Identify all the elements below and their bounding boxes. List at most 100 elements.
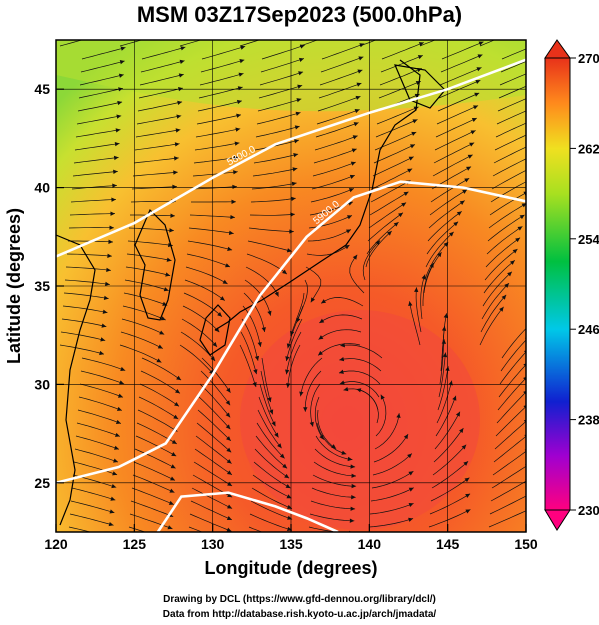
- x-tick-label: 120: [44, 536, 68, 552]
- streamline: [434, 130, 476, 151]
- x-tick-label: 150: [514, 536, 538, 552]
- y-axis-label: Latitude (degrees): [4, 208, 24, 364]
- streamline: [431, 461, 469, 489]
- streamline: [193, 156, 239, 164]
- streamline: [286, 331, 302, 375]
- streamline-arrow: [292, 167, 298, 172]
- map-title: MSM 03Z17Sep2023 (500.0hPa): [136, 2, 463, 27]
- streamline: [77, 101, 123, 112]
- colorbar-tick-label: 238: [578, 413, 599, 428]
- streamline: [71, 487, 116, 501]
- streamline: [498, 364, 526, 398]
- streamline: [496, 110, 526, 125]
- streamline-arrow: [286, 494, 292, 499]
- streamline: [426, 221, 459, 255]
- streamline-arrow: [169, 488, 175, 493]
- streamline-arrow: [452, 395, 457, 401]
- streamline-arrow: [226, 387, 231, 393]
- streamline: [72, 171, 118, 177]
- streamline-arrow: [170, 464, 176, 469]
- streamline: [373, 433, 409, 463]
- streamline-arrow: [104, 281, 110, 287]
- streamline: [255, 125, 300, 138]
- streamline: [375, 394, 387, 437]
- streamline: [78, 396, 123, 411]
- streamline: [65, 266, 111, 271]
- streamline: [433, 427, 464, 463]
- streamline: [362, 240, 381, 281]
- streamline: [316, 422, 347, 455]
- streamline: [311, 487, 356, 498]
- streamline: [132, 171, 178, 177]
- streamline-arrow: [170, 213, 175, 218]
- streamline: [321, 43, 365, 60]
- streamline: [487, 214, 525, 242]
- streamline-arrow: [115, 419, 121, 424]
- streamline-arrow: [294, 125, 300, 130]
- streamline-arrow: [319, 434, 324, 440]
- warm-core-region: [240, 310, 480, 530]
- streamline-arrow: [476, 67, 482, 72]
- streamline-arrow: [339, 356, 345, 362]
- streamline-arrow: [441, 339, 447, 344]
- streamline-arrow: [537, 54, 542, 58]
- colorbar-tick-label: 246: [578, 322, 599, 337]
- streamline-arrow: [106, 267, 111, 273]
- streamline-arrow: [117, 100, 123, 106]
- streamline-arrow: [408, 517, 414, 522]
- streamline-arrow: [464, 477, 470, 483]
- streamline: [200, 370, 231, 406]
- streamline-arrow: [231, 199, 236, 204]
- streamline: [250, 500, 293, 520]
- streamline: [242, 305, 261, 347]
- streamline: [254, 448, 290, 479]
- streamline: [194, 448, 233, 476]
- streamline: [195, 128, 241, 138]
- streamline: [313, 148, 357, 164]
- streamline: [430, 177, 470, 203]
- streamline-arrow: [118, 73, 124, 78]
- streamline: [438, 352, 446, 398]
- colorbar-bottom-arrow: [544, 509, 571, 531]
- streamline: [69, 513, 114, 526]
- streamline-arrow: [352, 135, 358, 140]
- streamline-arrow: [222, 279, 228, 284]
- streamline: [430, 477, 470, 502]
- streamline-arrow: [297, 84, 303, 89]
- streamline: [138, 87, 183, 99]
- streamline: [371, 470, 414, 489]
- streamline: [287, 344, 301, 388]
- streamline: [428, 200, 465, 229]
- streamline: [197, 409, 232, 442]
- streamline-arrow: [345, 229, 351, 234]
- streamline-arrow: [102, 309, 108, 314]
- streamline: [201, 45, 246, 60]
- streamline-arrow: [218, 32, 223, 36]
- streamline: [378, 80, 421, 99]
- streamline-arrow: [340, 343, 346, 348]
- streamline: [256, 422, 285, 459]
- streamline: [381, 42, 424, 60]
- streamline-arrow: [358, 56, 364, 61]
- streamline: [79, 383, 124, 398]
- streamline: [184, 279, 226, 301]
- colorbar-body: [544, 57, 571, 511]
- streamline: [425, 231, 454, 268]
- streamline-arrow: [386, 230, 392, 236]
- streamline: [188, 526, 203, 532]
- streamline: [317, 343, 361, 356]
- streamline: [422, 262, 435, 306]
- streamline-arrow: [274, 432, 279, 438]
- streamline-arrow: [119, 60, 125, 65]
- streamline-arrow: [101, 323, 107, 328]
- streamline: [374, 413, 400, 450]
- streamline: [76, 115, 122, 125]
- streamline: [367, 212, 404, 242]
- streamline: [129, 513, 173, 530]
- streamline-arrow: [408, 156, 414, 161]
- streamline-arrow: [398, 212, 403, 218]
- streamline-arrow: [233, 155, 239, 160]
- streamline: [373, 144, 416, 164]
- streamline: [482, 271, 513, 307]
- streamline: [312, 161, 356, 177]
